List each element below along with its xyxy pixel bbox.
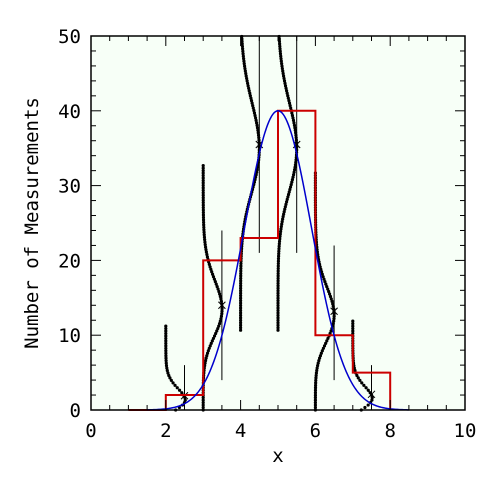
- y-tick-label: 40: [58, 101, 81, 123]
- y-axis-label: Number of Measurements: [21, 97, 43, 349]
- y-tick-label: 50: [58, 26, 81, 48]
- expected-point: [367, 390, 376, 399]
- x-tick-label: 6: [310, 420, 321, 442]
- x-tick-label: 10: [454, 420, 477, 442]
- y-tick-labels: 0 10 20 30 40 50: [58, 26, 81, 422]
- x-tick-label: 2: [160, 420, 171, 442]
- x-tick-label: 4: [235, 420, 246, 442]
- y-tick-label: 10: [58, 325, 81, 347]
- x-tick-label: 8: [384, 420, 395, 442]
- expected-point: [218, 301, 226, 310]
- x-axis-label: x: [272, 445, 283, 467]
- y-tick-label: 20: [58, 250, 81, 272]
- x-tick-label: 0: [85, 420, 96, 442]
- y-tick-label: 30: [58, 176, 81, 198]
- gaussian-curve: [147, 110, 409, 411]
- histogram-outline: [128, 109, 392, 411]
- x-tick-labels: 0 2 4 6 8 10: [85, 420, 476, 442]
- axis-ticks: [90, 35, 466, 411]
- expected-point: [330, 307, 338, 316]
- y-tick-label: 0: [70, 400, 81, 422]
